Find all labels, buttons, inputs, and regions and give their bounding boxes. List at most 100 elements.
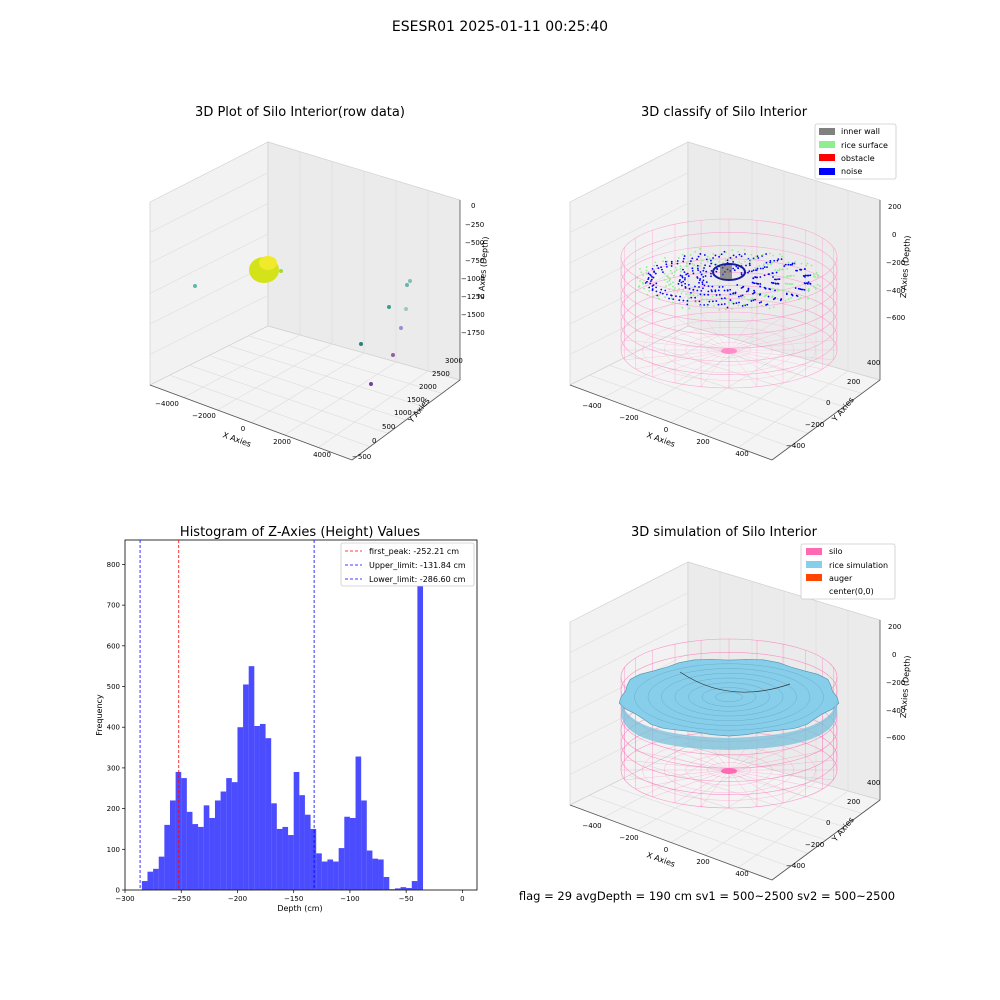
classified-point (723, 250, 726, 253)
histogram-x-tick-label: −50 (399, 895, 414, 903)
classified-point (679, 265, 682, 268)
classified-point (784, 299, 787, 302)
classified-point (708, 257, 711, 260)
histogram-bar (153, 868, 159, 890)
histogram-bar (321, 861, 328, 890)
classified-point (645, 266, 648, 268)
classified-point (732, 260, 735, 263)
classified-point (685, 262, 688, 265)
simulation-z-label: Z Axies (Depth) (899, 655, 912, 718)
classified-point (780, 258, 783, 261)
classified-point (668, 288, 671, 291)
classified-point (748, 264, 751, 267)
classified-point (738, 253, 741, 256)
classified-point (814, 286, 817, 289)
silo-floor-spoke (728, 769, 806, 798)
classified-point (746, 303, 749, 306)
simulation-y-tick: 200 (847, 798, 860, 806)
silo-floor-ring (685, 334, 773, 366)
silo-floor-spoke (674, 349, 730, 384)
classified-point (710, 289, 713, 292)
simulation-y-tick: 400 (867, 779, 880, 787)
classified-point (676, 260, 679, 262)
status-footer: flag = 29 avgDepth = 190 cm sv1 = 500~25… (519, 889, 895, 903)
axis-line-y (351, 379, 461, 461)
classified-point (653, 264, 656, 267)
classified-point (809, 282, 812, 285)
classified-point (791, 294, 794, 297)
raw-x-label: X Axies (221, 430, 252, 449)
classified-point (660, 266, 662, 269)
histogram-bar (243, 684, 249, 890)
classified-point (672, 274, 675, 277)
raw-z-tick: −1750 (461, 329, 485, 337)
classify-y-tick: 200 (847, 378, 860, 386)
classified-point (755, 269, 757, 272)
classified-point (794, 263, 797, 265)
classified-point (753, 258, 756, 261)
classified-point (651, 276, 653, 278)
raw-y-tick: 2000 (419, 383, 437, 391)
classified-point (726, 259, 729, 262)
surface-mesh-ring (701, 687, 757, 707)
classified-point (737, 267, 739, 269)
classify-x-label: X Axies (645, 430, 676, 449)
classified-point (657, 294, 660, 297)
classified-point (696, 289, 699, 292)
classified-point (762, 265, 765, 267)
histogram-x-tick-label: 0 (460, 895, 464, 903)
classified-point (731, 308, 733, 310)
classified-point (729, 288, 732, 291)
classified-point (681, 275, 684, 278)
classified-point (752, 299, 755, 302)
histogram-y-tick-label: 700 (107, 602, 120, 610)
classified-point (740, 296, 743, 299)
simulation-z-tick: −200 (886, 679, 905, 687)
classified-point (750, 253, 753, 256)
classified-point (721, 285, 724, 288)
classified-point (686, 272, 689, 275)
histogram-x-ticks: −300 −250 −200 −150 −100 −50 0 (115, 890, 465, 903)
raw-y-tick: 1500 (407, 396, 425, 404)
classified-point (774, 269, 777, 272)
classified-point (685, 265, 688, 268)
silo-floor-spoke (674, 316, 730, 351)
classified-point (654, 261, 657, 264)
classify-z-tick: 0 (892, 231, 896, 239)
histogram-bar (192, 824, 199, 890)
classified-point (782, 289, 785, 292)
classified-point (680, 292, 683, 295)
silo-center-marker (721, 768, 737, 774)
classified-point (662, 271, 664, 274)
classified-point (691, 267, 694, 270)
center-cluster (712, 263, 746, 281)
classified-point (649, 282, 652, 285)
classified-point (657, 297, 660, 300)
raw-y-tick: 3000 (445, 357, 463, 365)
data-point (404, 307, 408, 311)
classified-point (807, 297, 809, 300)
classified-point (690, 291, 692, 294)
classified-point (706, 298, 708, 301)
histogram-y-tick-label: 200 (107, 805, 120, 813)
classified-point (767, 295, 770, 298)
classified-point (681, 253, 684, 256)
classified-point (701, 283, 704, 286)
classified-point (734, 293, 737, 296)
classify-x-ticks: −400 −200 0 200 400 (582, 402, 748, 458)
classified-point (665, 285, 667, 288)
simulation-y-tick: −400 (786, 862, 805, 870)
histogram-bar (327, 859, 334, 890)
classified-point (810, 264, 813, 267)
classified-point (812, 285, 815, 288)
classified-point (760, 301, 763, 303)
simulation-x-ticks: −400 −200 0 200 400 (582, 822, 748, 878)
classified-point (702, 269, 705, 272)
raw-x-tick: 4000 (313, 451, 331, 459)
classified-point (678, 299, 681, 302)
classified-point (640, 271, 643, 274)
classify-z-label: Z Axies (Depth) (899, 235, 912, 298)
classified-point (765, 261, 768, 264)
histogram-bar (169, 800, 176, 890)
classified-point (800, 262, 803, 265)
